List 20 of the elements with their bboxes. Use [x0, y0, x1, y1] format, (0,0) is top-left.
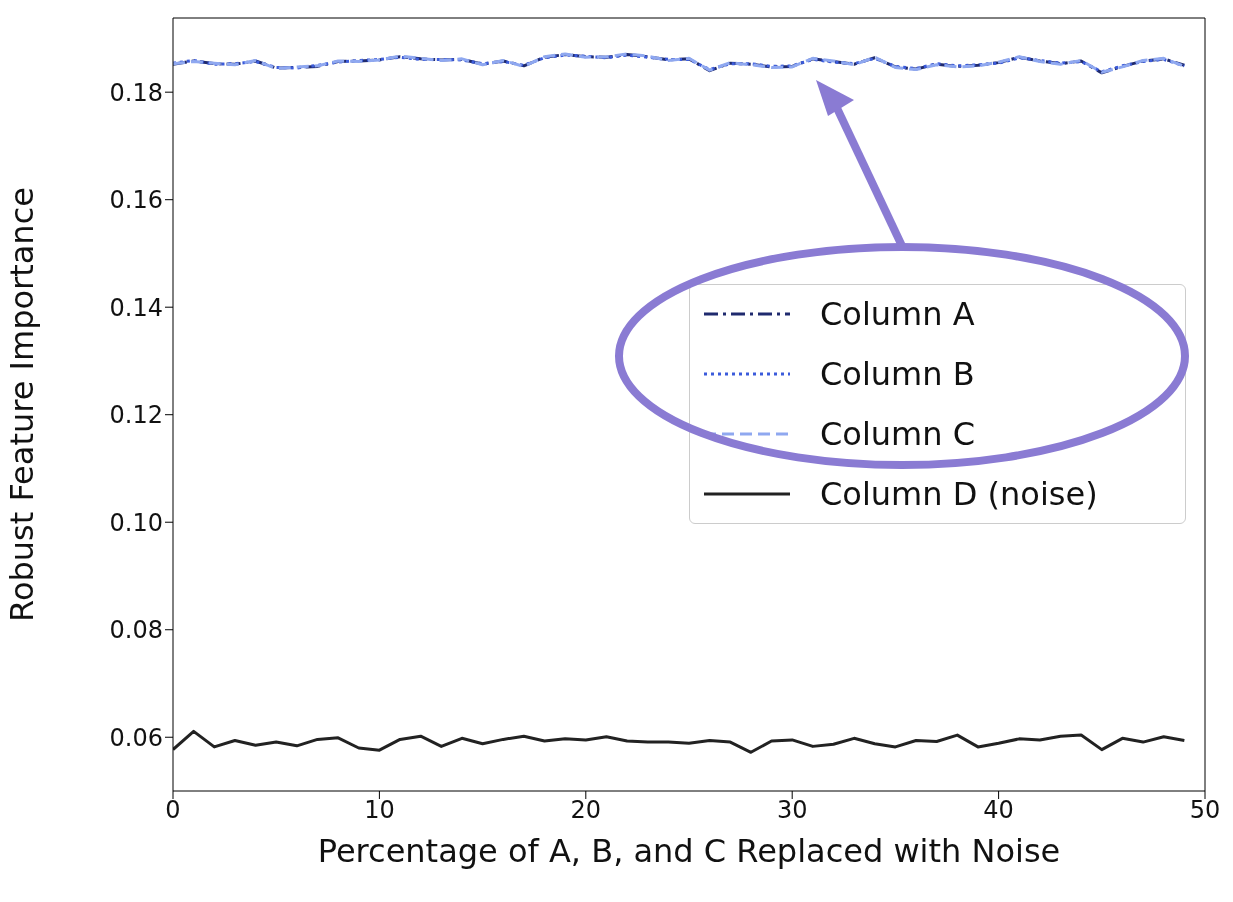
line-series: [173, 729, 1186, 754]
x-tick-label: 20: [570, 796, 602, 825]
y-tick-label: 0.08: [109, 616, 163, 645]
legend-label: Column B: [820, 355, 975, 393]
legend-label: Column A: [820, 295, 975, 333]
y-tick-label: 0.12: [109, 401, 163, 430]
x-tick-label: 10: [364, 796, 395, 825]
x-tick-label: 30: [776, 796, 808, 825]
x-axis-title: Percentage of A, B, and C Replaced with Noise: [317, 831, 1061, 870]
legend-label: Column C: [820, 415, 976, 453]
y-tick-label: 0.16: [109, 186, 163, 215]
y-tick-label: 0.14: [109, 293, 163, 322]
x-tick-label: 40: [983, 796, 1014, 825]
y-axis-title: Robust Feature Importance: [3, 187, 42, 622]
y-tick-label: 0.10: [109, 508, 163, 537]
y-tick-label: 0.18: [109, 78, 163, 107]
legend-label: Column D (noise): [820, 475, 1098, 513]
x-tick-label: 50: [1189, 796, 1221, 825]
x-tick-label: 0: [165, 796, 181, 825]
y-tick-label: 0.06: [109, 723, 163, 752]
